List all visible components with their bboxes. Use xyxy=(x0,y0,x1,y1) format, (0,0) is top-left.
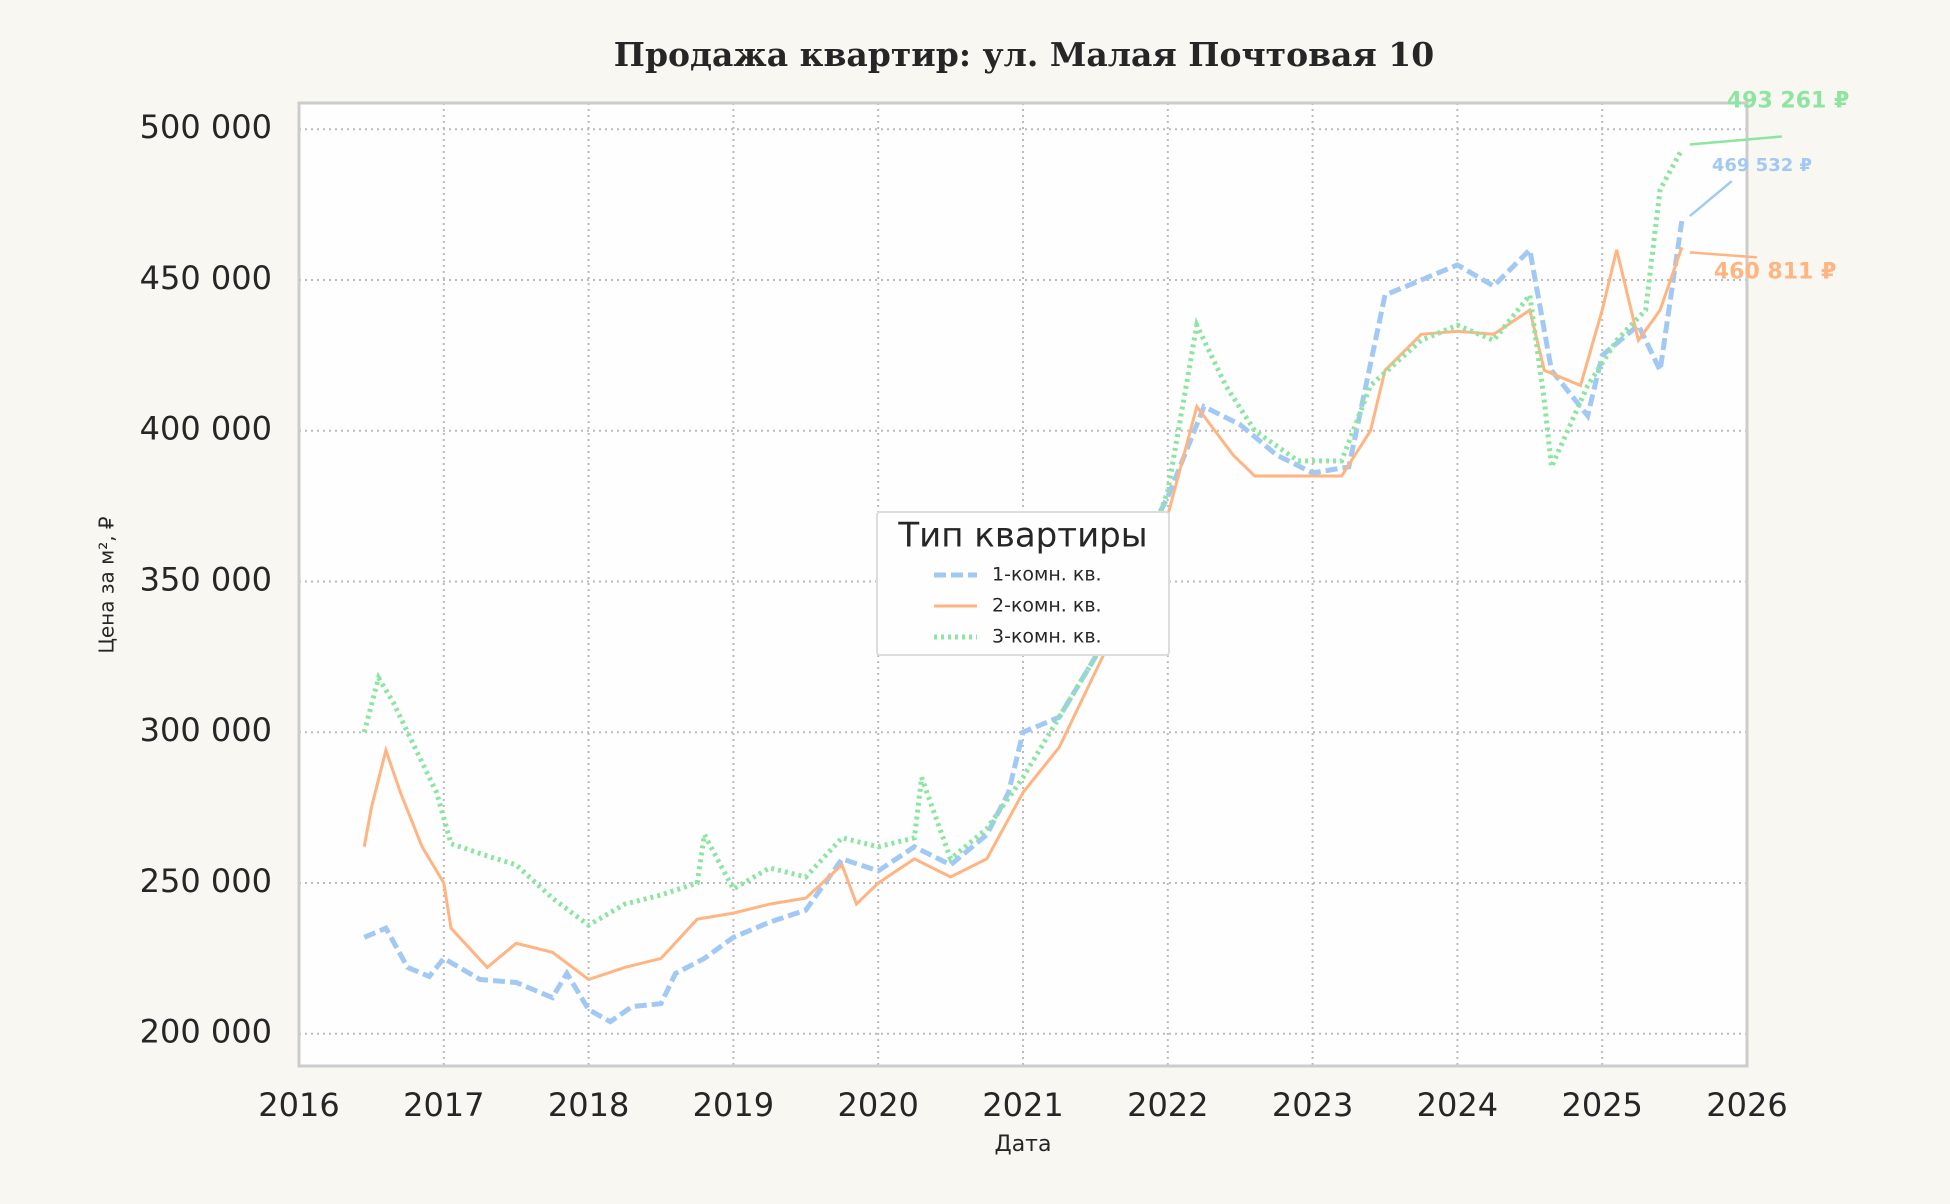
x-tick-label: 2026 xyxy=(1706,1086,1787,1124)
y-tick-label: 250 000 xyxy=(140,862,272,900)
annotation-arrow xyxy=(1689,180,1733,218)
y-tick-label: 450 000 xyxy=(140,259,272,297)
y-tick-label: 200 000 xyxy=(140,1013,272,1051)
annotation: 493 261 ₽ xyxy=(1727,89,1849,114)
y-tick-label: 350 000 xyxy=(140,560,272,598)
y-tick-label: 400 000 xyxy=(140,410,272,448)
annotation-arrow xyxy=(1689,135,1782,146)
x-tick-label: 2023 xyxy=(1272,1086,1353,1124)
x-tick-label: 2016 xyxy=(258,1086,339,1124)
annotation: 469 532 ₽ xyxy=(1712,155,1812,176)
legend-label: 2-комн. кв. xyxy=(992,595,1102,617)
y-axis-label: Цена за м², ₽ xyxy=(95,516,119,654)
x-tick-label: 2021 xyxy=(982,1086,1063,1124)
series-line xyxy=(361,148,1684,929)
x-tick-label: 2024 xyxy=(1417,1086,1498,1124)
annotation: 460 811 ₽ xyxy=(1714,259,1836,284)
x-tick-label: 2022 xyxy=(1127,1086,1208,1124)
legend: Тип квартиры 1-комн. кв. 2-комн. кв. 3-комн… xyxy=(876,511,1170,656)
x-tick-label: 2017 xyxy=(403,1086,484,1124)
x-tick-label: 2019 xyxy=(693,1086,774,1124)
chart-title: Продажа квартир: ул. Малая Почтовая 10 xyxy=(614,35,1434,74)
legend-label: 3-комн. кв. xyxy=(992,626,1102,648)
y-tick-label: 500 000 xyxy=(140,108,272,146)
legend-title: Тип квартиры xyxy=(897,516,1147,556)
series-line xyxy=(363,220,1685,1025)
legend-box xyxy=(876,511,1170,656)
x-axis-label: Дата xyxy=(995,1132,1052,1157)
series-line xyxy=(362,246,1684,982)
x-tick-label: 2025 xyxy=(1561,1086,1642,1124)
plot-frame xyxy=(297,101,1749,1068)
annotation-arrow xyxy=(1689,251,1757,259)
legend-label: 1-комн. кв. xyxy=(992,564,1102,586)
y-tick-label: 300 000 xyxy=(140,711,272,749)
x-tick-label: 2020 xyxy=(837,1086,918,1124)
x-tick-label: 2018 xyxy=(548,1086,629,1124)
